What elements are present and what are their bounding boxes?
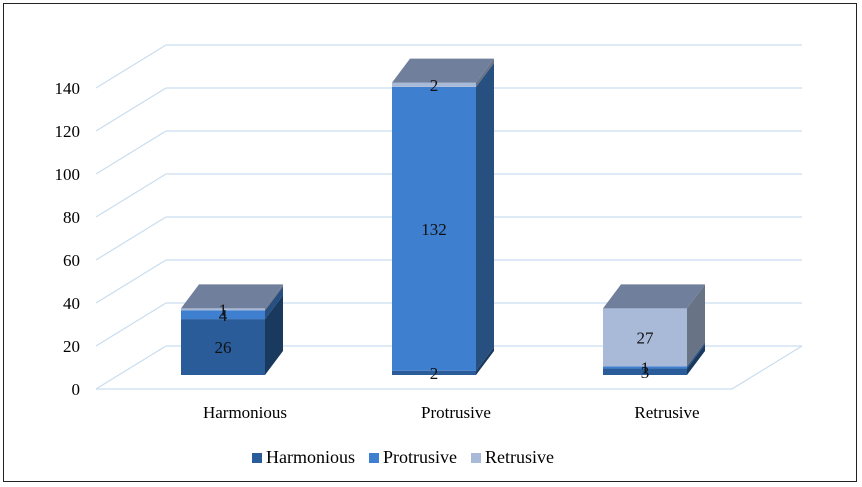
legend-item: Retrusive <box>471 447 554 468</box>
data-label: 27 <box>637 328 655 347</box>
bar-harmonious-retrusive <box>181 308 265 311</box>
legend-item: Protrusive <box>369 447 457 468</box>
bar-side-retrusive-retrusive <box>687 284 705 367</box>
legend-swatch <box>252 452 262 463</box>
gridline-side-60 <box>95 216 167 261</box>
legend-label: Harmonious <box>266 447 355 467</box>
gridline-side-20 <box>95 302 167 347</box>
legend-label: Retrusive <box>485 447 554 467</box>
legend-swatch <box>471 452 481 463</box>
bar-harmonious-protrusive <box>181 310 265 320</box>
bar-top-retrusive <box>603 284 705 309</box>
bar-side-harmonious-protrusive <box>265 286 283 320</box>
gridline-side-40 <box>95 259 167 304</box>
legend: Harmonious Protrusive Retrusive <box>252 447 554 468</box>
category-label: Protrusive <box>421 403 491 422</box>
gridline-side-100 <box>95 130 167 175</box>
data-label: 2 <box>430 76 439 95</box>
y-tick-label: 60 <box>63 251 80 270</box>
gridline-side-80 <box>95 173 167 218</box>
y-tick-label: 0 <box>72 380 81 399</box>
legend-item: Harmonious <box>252 447 355 468</box>
bar-protrusive-harmonious <box>392 370 476 375</box>
legend-label: Protrusive <box>383 447 457 467</box>
y-tick-label: 100 <box>55 165 81 184</box>
gridline-side-0 <box>95 345 167 390</box>
bar-side-retrusive-protrusive <box>687 342 705 369</box>
y-tick-label: 120 <box>55 122 81 141</box>
bar-top-protrusive <box>392 58 494 83</box>
data-label: 1 <box>641 358 650 377</box>
bar-side-harmonious-retrusive <box>265 284 283 311</box>
legend-swatch <box>369 452 379 463</box>
bar-protrusive-retrusive <box>392 82 476 87</box>
y-tick-label: 20 <box>63 337 80 356</box>
bar-retrusive-retrusive <box>603 308 687 367</box>
bar-side-harmonious-harmonious <box>265 295 283 375</box>
category-label: Retrusive <box>634 403 699 422</box>
bar-protrusive-protrusive <box>392 86 476 371</box>
data-label: 26 <box>215 338 232 357</box>
bar-harmonious-harmonious <box>181 319 265 375</box>
bar-retrusive-harmonious <box>603 368 687 375</box>
y-tick-label: 80 <box>63 208 80 227</box>
data-label: 3 <box>641 363 650 382</box>
bar-side-retrusive-harmonious <box>687 344 705 375</box>
y-tick-label: 140 <box>55 79 81 98</box>
data-label: 1 <box>219 300 228 319</box>
bar-side-protrusive-harmonious <box>476 346 494 375</box>
data-label: 2 <box>430 364 439 383</box>
data-label: 132 <box>421 220 447 239</box>
category-label: Harmonious <box>203 403 287 422</box>
bar-retrusive-protrusive <box>603 366 687 369</box>
bar-side-protrusive-retrusive <box>476 58 494 87</box>
gridline-side-120 <box>95 87 167 132</box>
y-tick-label: 40 <box>63 294 80 313</box>
bar-top-harmonious <box>181 284 283 309</box>
data-label: 4 <box>219 306 228 325</box>
bar-side-protrusive-protrusive <box>476 62 494 371</box>
gridline-side-140 <box>95 44 167 89</box>
floor-right-line <box>731 345 803 390</box>
